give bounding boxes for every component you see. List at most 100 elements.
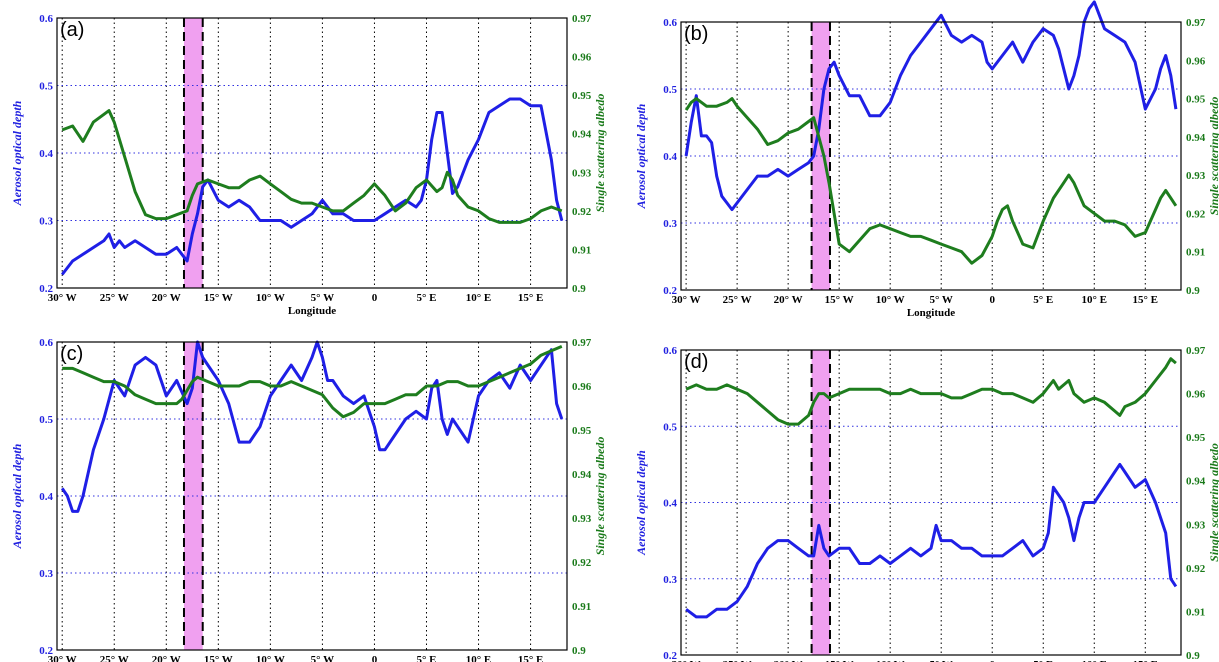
x-tick-label: 15° E <box>518 654 544 662</box>
x-tick-label: 5° E <box>416 292 436 304</box>
x-tick-label: 30° W <box>48 654 77 662</box>
right-y-tick-label: 0.97 <box>572 13 592 25</box>
right-y-tick-label: 0.95 <box>572 425 592 437</box>
x-axis-label: Longitude <box>288 305 336 317</box>
right-y-tick-label: 0.94 <box>572 469 592 481</box>
left-y-tick-label: 0.5 <box>39 81 53 93</box>
right-y-tick-label: 0.92 <box>1186 563 1206 575</box>
x-tick-label: 15° W <box>204 654 233 662</box>
x-tick-label: 15° W <box>204 292 233 304</box>
right-y-tick-label: 0.97 <box>572 337 592 349</box>
x-tick-label: 0 <box>989 659 995 662</box>
right-y-tick-label: 0.95 <box>572 90 592 102</box>
x-tick-label: 0 <box>372 292 378 304</box>
x-axis-label: Longitude <box>907 307 955 319</box>
left-y-tick-label: 0.3 <box>663 218 677 230</box>
panel-label: (d) <box>684 351 708 373</box>
left-y-tick-label: 0.6 <box>663 345 677 357</box>
x-tick-label: 30° W <box>672 659 701 662</box>
ssa-series-line <box>61 109 563 224</box>
right-y-tick-label: 0.9 <box>572 645 586 657</box>
right-y-tick-label: 0.9 <box>1186 285 1200 297</box>
x-tick-label: 30° W <box>672 294 701 306</box>
x-tick-label: 15° W <box>825 659 854 662</box>
right-y-tick-label: 0.96 <box>1186 55 1206 67</box>
right-y-tick-label: 0.93 <box>1186 170 1206 182</box>
right-y-tick-label: 0.94 <box>1186 132 1206 144</box>
left-y-tick-label: 0.2 <box>663 650 677 662</box>
x-tick-label: 5° E <box>1033 659 1053 662</box>
left-y-tick-label: 0.2 <box>39 645 53 657</box>
x-tick-label: 10° E <box>466 292 492 304</box>
right-y-tick-label: 0.91 <box>572 601 591 613</box>
aod-series-line <box>61 97 564 276</box>
left-y-tick-label: 0.4 <box>663 498 677 510</box>
x-tick-label: 5° W <box>929 659 952 662</box>
left-y-tick-label: 0.3 <box>39 568 53 580</box>
x-tick-label: 15° E <box>1133 294 1159 306</box>
x-tick-label: 25° W <box>100 654 129 662</box>
panel-b: 30° W 25° W 20° W 15° W 10° W 5° W 0 5° E 10° E 1… <box>634 0 1219 319</box>
plot-frame <box>56 341 568 651</box>
left-y-tick-label: 0.3 <box>663 574 677 586</box>
right-y-axis-label: Single scattering albedo <box>593 94 607 213</box>
right-y-tick-label: 0.91 <box>572 244 591 256</box>
left-y-tick-label: 0.5 <box>663 84 677 96</box>
left-y-tick-label: 0.2 <box>663 285 677 297</box>
panel-label: (b) <box>684 23 708 45</box>
panel-a: 30° W 25° W 20° W 15° W 10° W 5° W 0 5° E 10° E 1… <box>10 13 607 317</box>
left-y-tick-label: 0.6 <box>663 17 677 29</box>
x-tick-label: 10° E <box>1082 294 1108 306</box>
left-y-tick-label: 0.6 <box>39 337 53 349</box>
left-y-tick-label: 0.4 <box>39 491 53 503</box>
x-tick-label: 20° W <box>152 292 181 304</box>
x-tick-label: 15° E <box>518 292 544 304</box>
x-tick-label: 15° W <box>825 294 854 306</box>
x-tick-label: 25° W <box>723 659 752 662</box>
panel-label: (c) <box>60 343 83 365</box>
panel-c: 30° W 25° W 20° W 15° W 10° W 5° W 0 5° E 10° E 1… <box>10 337 607 662</box>
right-y-tick-label: 0.95 <box>1186 94 1206 106</box>
right-y-tick-label: 0.92 <box>572 557 592 569</box>
left-y-tick-label: 0.2 <box>39 283 53 295</box>
x-tick-label: 5° W <box>311 292 334 304</box>
x-tick-label: 20° W <box>774 294 803 306</box>
ssa-series-line <box>62 345 563 419</box>
panel-label: (a) <box>60 19 84 41</box>
x-tick-label: 25° W <box>100 292 129 304</box>
left-y-axis-label: Aerosol optical depth <box>634 450 648 556</box>
x-tick-label: 5° E <box>1033 294 1053 306</box>
right-y-tick-label: 0.95 <box>1186 432 1206 444</box>
plot-frame <box>56 17 568 289</box>
x-tick-label: 10° E <box>466 654 492 662</box>
ssa-series-line <box>684 97 1178 265</box>
right-y-tick-label: 0.96 <box>572 52 592 64</box>
plot-frame <box>680 349 1182 656</box>
x-tick-label: 10° W <box>876 659 905 662</box>
x-tick-label: 20° W <box>774 659 803 662</box>
x-tick-label: 10° W <box>876 294 905 306</box>
x-tick-label: 30° W <box>48 292 77 304</box>
right-y-tick-label: 0.92 <box>572 206 592 218</box>
right-y-tick-label: 0.97 <box>1186 345 1206 357</box>
right-y-tick-label: 0.92 <box>1186 208 1206 220</box>
right-y-axis-label: Single scattering albedo <box>593 437 607 556</box>
right-y-axis-label: Single scattering albedo <box>1207 443 1219 562</box>
x-tick-label: 15° E <box>1133 659 1159 662</box>
right-y-tick-label: 0.9 <box>572 283 586 295</box>
right-y-tick-label: 0.93 <box>572 167 592 179</box>
right-y-tick-label: 0.96 <box>572 381 592 393</box>
left-y-tick-label: 0.4 <box>39 148 53 160</box>
left-y-axis-label: Aerosol optical depth <box>10 100 24 206</box>
right-y-tick-label: 0.91 <box>1186 606 1205 618</box>
x-tick-label: 10° W <box>256 654 285 662</box>
left-y-tick-label: 0.6 <box>39 13 53 25</box>
x-tick-label: 5° W <box>311 654 334 662</box>
panel-d: 30° W 25° W 20° W 15° W 10° W 5° W 0 5° E 10° E 1… <box>634 345 1219 662</box>
x-tick-label: 10° E <box>1082 659 1108 662</box>
right-y-tick-label: 0.94 <box>1186 476 1206 488</box>
x-tick-label: 20° W <box>152 654 181 662</box>
right-y-axis-label: Single scattering albedo <box>1207 97 1219 216</box>
plot-frame <box>680 21 1182 291</box>
